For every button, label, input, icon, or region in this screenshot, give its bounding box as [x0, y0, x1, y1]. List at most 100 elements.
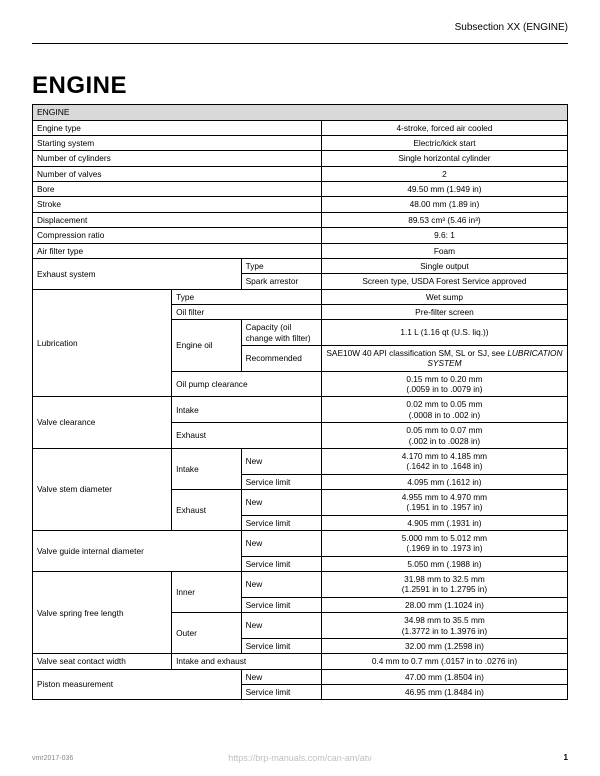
- spec-sublabel: New: [241, 489, 321, 515]
- table-section-row: ENGINE: [33, 105, 568, 121]
- spec-value: 0.02 mm to 0.05 mm(.0008 in to .002 in): [321, 397, 567, 423]
- spec-sublabel: New: [241, 613, 321, 639]
- table-row: Engine type 4-stroke, forced air cooled: [33, 120, 568, 135]
- subsection-header: Subsection XX (ENGINE): [32, 22, 568, 37]
- spec-value: Foam: [321, 243, 567, 258]
- section-head: ENGINE: [33, 105, 568, 121]
- spec-value: 4.955 mm to 4.970 mm(.1951 in to .1957 i…: [321, 489, 567, 515]
- spec-value: Pre-filter screen: [321, 304, 567, 319]
- spec-value: 31.98 mm to 32.5 mm(1.2591 in to 1.2795 …: [321, 572, 567, 598]
- spec-sublabel: Intake: [172, 448, 242, 489]
- table-row: Valve stem diameter Intake New 4.170 mm …: [33, 448, 568, 474]
- spec-label: Bore: [33, 182, 322, 197]
- page-footer: vmr2017-036 https://brp-manuals.com/can-…: [32, 753, 568, 762]
- spec-sublabel: Service limit: [241, 556, 321, 571]
- spec-sublabel: New: [241, 572, 321, 598]
- spec-sublabel: Engine oil: [172, 320, 242, 371]
- table-row: Valve spring free length Inner New 31.98…: [33, 572, 568, 598]
- spec-value: 0.4 mm to 0.7 mm (.0157 in to .0276 in): [321, 654, 567, 669]
- spec-sublabel: Capacity (oil change with filter): [241, 320, 321, 346]
- page-title: ENGINE: [32, 72, 568, 100]
- table-row: Bore 49.50 mm (1.949 in): [33, 182, 568, 197]
- spec-value: 2: [321, 166, 567, 181]
- spec-sublabel: Recommended: [241, 346, 321, 372]
- spec-label: Starting system: [33, 135, 322, 150]
- spec-label: Exhaust system: [33, 258, 242, 289]
- spec-label: Valve seat contact width: [33, 654, 172, 669]
- spec-sublabel: Service limit: [241, 597, 321, 612]
- header-rule: [32, 43, 568, 44]
- spec-value: 4.905 mm (.1931 in): [321, 515, 567, 530]
- spec-sublabel: Service limit: [241, 515, 321, 530]
- spec-label: Engine type: [33, 120, 322, 135]
- spec-value: 9.6: 1: [321, 228, 567, 243]
- table-row: Valve clearance Intake 0.02 mm to 0.05 m…: [33, 397, 568, 423]
- spec-sublabel: New: [241, 448, 321, 474]
- spec-sublabel: Spark arrestor: [241, 274, 321, 289]
- spec-value: 4.170 mm to 4.185 mm(.1642 in to .1648 i…: [321, 448, 567, 474]
- spec-sublabel: Oil pump clearance: [172, 371, 322, 397]
- table-row: Stroke 48.00 mm (1.89 in): [33, 197, 568, 212]
- spec-value: 0.15 mm to 0.20 mm(.0059 in to .0079 in): [321, 371, 567, 397]
- spec-value: 0.05 mm to 0.07 mm(.002 in to .0028 in): [321, 423, 567, 449]
- watermark-url: https://brp-manuals.com/can-am/atv: [228, 753, 372, 763]
- spec-value: 5.050 mm (.1988 in): [321, 556, 567, 571]
- doc-id: vmr2017-036: [32, 755, 73, 762]
- table-row: Piston measurement New 47.00 mm (1.8504 …: [33, 669, 568, 684]
- page-number: 1: [564, 753, 568, 762]
- spec-value: Electric/kick start: [321, 135, 567, 150]
- spec-sublabel: Exhaust: [172, 423, 322, 449]
- spec-sublabel: Service limit: [241, 685, 321, 700]
- spec-value: 4-stroke, forced air cooled: [321, 120, 567, 135]
- spec-table: ENGINE Engine type 4-stroke, forced air …: [32, 104, 568, 700]
- table-row: Valve seat contact width Intake and exha…: [33, 654, 568, 669]
- spec-value: Single output: [321, 258, 567, 273]
- spec-sublabel: Oil filter: [172, 304, 322, 319]
- spec-sublabel: Intake and exhaust: [172, 654, 322, 669]
- spec-label: Number of cylinders: [33, 151, 322, 166]
- spec-sublabel: Outer: [172, 613, 242, 654]
- table-row: Number of cylinders Single horizontal cy…: [33, 151, 568, 166]
- spec-value: 47.00 mm (1.8504 in): [321, 669, 567, 684]
- spec-sublabel: New: [241, 531, 321, 557]
- spec-value: SAE10W 40 API classification SM, SL or S…: [321, 346, 567, 372]
- table-row: Exhaust system Type Single output: [33, 258, 568, 273]
- spec-label: Lubrication: [33, 289, 172, 397]
- spec-value: 28.00 mm (1.1024 in): [321, 597, 567, 612]
- spec-label: Piston measurement: [33, 669, 242, 700]
- spec-value: 49.50 mm (1.949 in): [321, 182, 567, 197]
- spec-value: 46.95 mm (1.8484 in): [321, 685, 567, 700]
- table-row: Air filter type Foam: [33, 243, 568, 258]
- spec-sublabel: Type: [241, 258, 321, 273]
- spec-value: 4.095 mm (.1612 in): [321, 474, 567, 489]
- table-row: Displacement 89.53 cm³ (5.46 in³): [33, 212, 568, 227]
- spec-sublabel: New: [241, 669, 321, 684]
- spec-label: Valve clearance: [33, 397, 172, 448]
- table-row: Compression ratio 9.6: 1: [33, 228, 568, 243]
- spec-label: Air filter type: [33, 243, 322, 258]
- spec-label: Valve stem diameter: [33, 448, 172, 530]
- spec-value: Single horizontal cylinder: [321, 151, 567, 166]
- spec-label: Valve guide internal diameter: [33, 531, 242, 572]
- spec-label: Valve spring free length: [33, 572, 172, 654]
- table-row: Number of valves 2: [33, 166, 568, 181]
- spec-sublabel: Intake: [172, 397, 322, 423]
- spec-value: 89.53 cm³ (5.46 in³): [321, 212, 567, 227]
- spec-value: 32.00 mm (1.2598 in): [321, 638, 567, 653]
- spec-sublabel: Service limit: [241, 638, 321, 653]
- spec-label: Displacement: [33, 212, 322, 227]
- spec-value: Wet sump: [321, 289, 567, 304]
- spec-value: 1.1 L (1.16 qt (U.S. liq.)): [321, 320, 567, 346]
- spec-sublabel: Type: [172, 289, 322, 304]
- spec-sublabel: Inner: [172, 572, 242, 613]
- table-row: Valve guide internal diameter New 5.000 …: [33, 531, 568, 557]
- spec-label: Stroke: [33, 197, 322, 212]
- spec-value: Screen type, USDA Forest Service approve…: [321, 274, 567, 289]
- table-row: Starting system Electric/kick start: [33, 135, 568, 150]
- spec-sublabel: Exhaust: [172, 489, 242, 530]
- spec-sublabel: Service limit: [241, 474, 321, 489]
- spec-value: 48.00 mm (1.89 in): [321, 197, 567, 212]
- table-row: Lubrication Type Wet sump: [33, 289, 568, 304]
- spec-value-text: SAE10W 40 API classification SM, SL or S…: [326, 348, 507, 358]
- spec-label: Number of valves: [33, 166, 322, 181]
